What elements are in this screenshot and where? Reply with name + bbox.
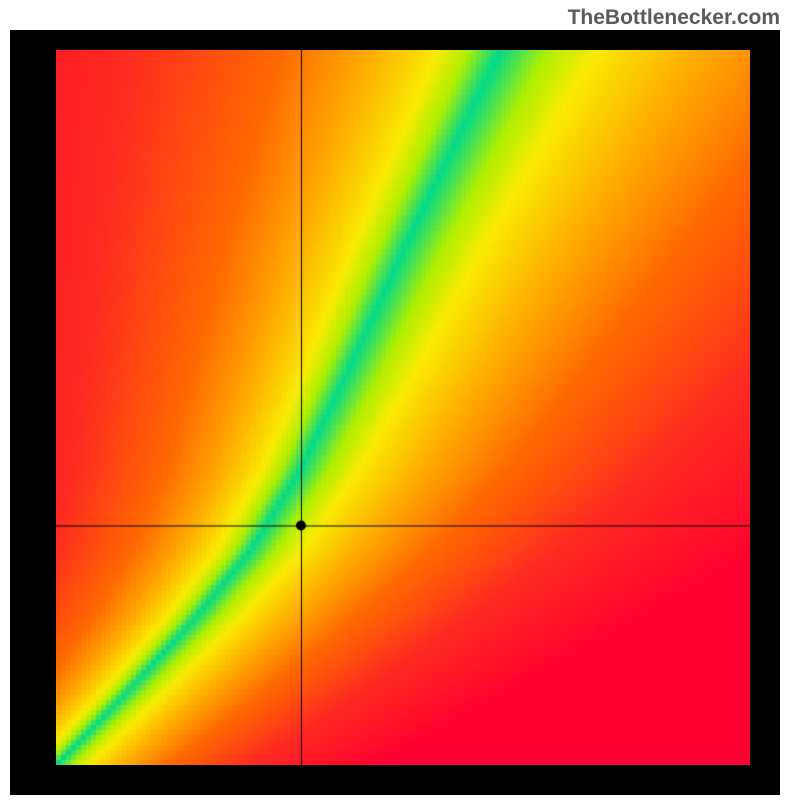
chart-container	[10, 30, 780, 795]
watermark-text: TheBottlenecker.com	[568, 6, 780, 30]
heatmap-canvas	[56, 50, 750, 765]
